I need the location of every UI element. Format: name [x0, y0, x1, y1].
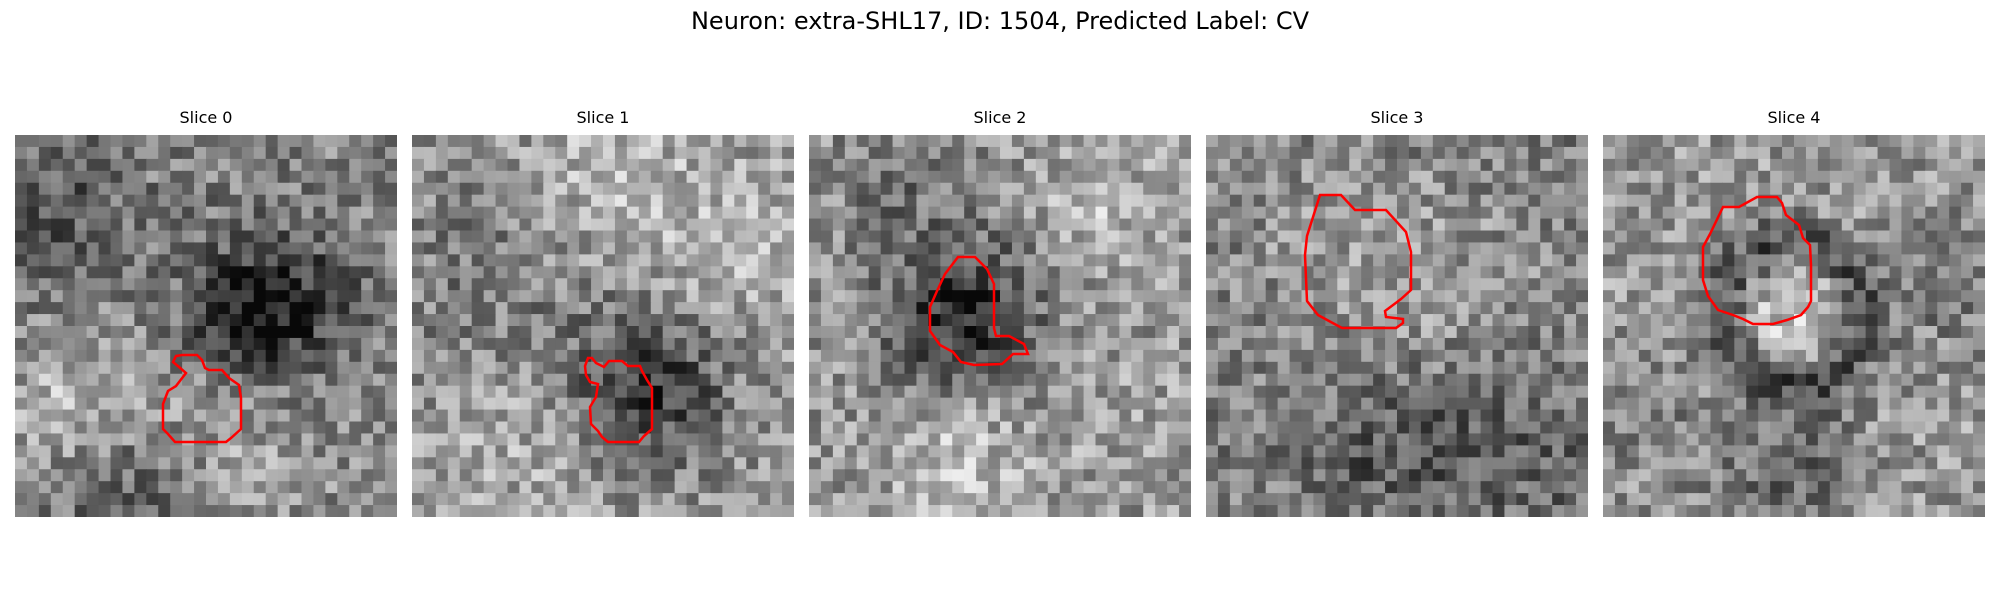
- grayscale-slice-image: [809, 135, 1191, 517]
- slice-title: Slice 0: [15, 108, 397, 128]
- grayscale-slice-image: [412, 135, 794, 517]
- grayscale-slice-image: [1206, 135, 1588, 517]
- grayscale-slice-image: [15, 135, 397, 517]
- grayscale-slice-image: [1603, 135, 1985, 517]
- slice-title: Slice 3: [1206, 108, 1588, 128]
- slice-title: Slice 1: [412, 108, 794, 128]
- slice-panel-4: Slice 4: [1603, 108, 1985, 518]
- slice-title: Slice 4: [1603, 108, 1985, 128]
- slice-panel-2: Slice 2: [809, 108, 1191, 518]
- slice-title: Slice 2: [809, 108, 1191, 128]
- slice-panel-3: Slice 3: [1206, 108, 1588, 518]
- slice-panel-1: Slice 1: [412, 108, 794, 518]
- slice-panel-0: Slice 0: [15, 108, 397, 518]
- figure-title: Neuron: extra-SHL17, ID: 1504, Predicted…: [0, 7, 2000, 35]
